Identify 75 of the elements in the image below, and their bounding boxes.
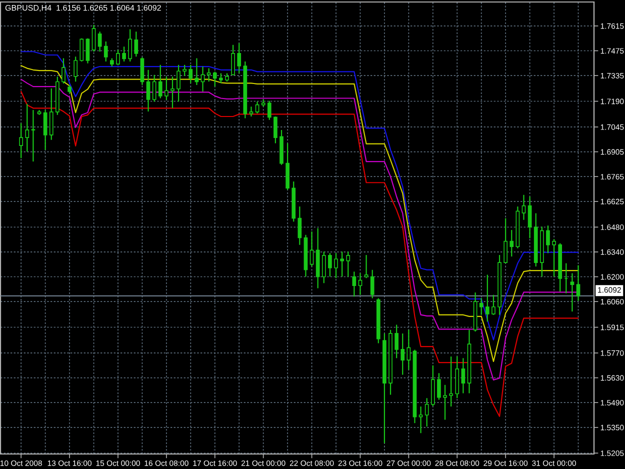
- candlestick: [164, 76, 168, 100]
- candlestick: [158, 64, 162, 99]
- candlestick: [292, 181, 296, 222]
- candlestick: [140, 56, 144, 86]
- candlestick: [570, 272, 574, 312]
- candlestick: [176, 64, 180, 102]
- candlestick: [370, 269, 374, 299]
- candlestick: [19, 122, 24, 159]
- candlestick: [122, 46, 126, 62]
- candlestick: [322, 251, 326, 284]
- candlestick: [74, 56, 78, 82]
- candlestick: [237, 42, 242, 74]
- candlestick: [316, 228, 320, 289]
- candlestick: [412, 349, 417, 424]
- candlestick: [576, 264, 580, 302]
- candlestick: [394, 324, 399, 359]
- candlestick: [43, 109, 48, 150]
- candlestick: [286, 142, 290, 190]
- candlestick: [334, 252, 338, 279]
- candlestick: [461, 358, 466, 394]
- candlestick: [340, 251, 344, 278]
- candlestick: [92, 24, 96, 52]
- candlestick: [146, 69, 150, 112]
- candlestick: [540, 226, 544, 278]
- candlestick: [546, 224, 550, 254]
- candlestick: [528, 196, 532, 239]
- candlestick: [424, 398, 429, 428]
- candlestick: [152, 74, 156, 102]
- candlestick: [382, 332, 386, 444]
- candlestick: [552, 238, 556, 278]
- candlestick: [473, 292, 478, 332]
- candlestick: [134, 31, 138, 58]
- candlestick: [558, 242, 562, 292]
- candlestick: [534, 212, 538, 268]
- candlestick: [298, 206, 302, 246]
- candlestick: [170, 76, 174, 109]
- candlestick: [498, 254, 502, 316]
- candlestick: [358, 272, 362, 296]
- candlestick: [188, 64, 193, 84]
- candlestick: [388, 329, 392, 396]
- candlestick: [504, 218, 508, 263]
- candlestick: [430, 364, 435, 407]
- candlestick: [479, 297, 484, 316]
- candlestick: [346, 251, 350, 278]
- candlestick: [212, 71, 217, 88]
- candlestick: [510, 229, 514, 258]
- candlestick: [255, 101, 260, 114]
- candlestick: [304, 234, 308, 278]
- candlestick: [328, 252, 332, 278]
- candlestick: [485, 274, 490, 322]
- candlestick: [49, 88, 54, 140]
- candlestick: [449, 356, 454, 408]
- candlestick: [492, 294, 496, 316]
- candlestick: [418, 406, 423, 434]
- candlestick: [443, 384, 447, 420]
- candlestick: [104, 40, 108, 62]
- candlestick: [37, 109, 42, 116]
- candlestick: [25, 103, 30, 152]
- candlestick: [364, 254, 368, 279]
- candlestick: [406, 329, 411, 370]
- candlestick: [182, 64, 187, 76]
- candlestick: [467, 329, 472, 394]
- candlestick: [31, 109, 36, 162]
- candlestick: [455, 356, 460, 399]
- candlestick: [86, 38, 90, 64]
- candlestick: [352, 271, 356, 298]
- candlestick: [243, 61, 248, 119]
- candlestick: [206, 68, 211, 82]
- chart-title: GBPUSD,H4 1.6156 1.6265 1.6064 1.6092: [5, 4, 161, 12]
- candlestick: [128, 28, 132, 62]
- candlestick: [310, 230, 314, 268]
- candlestick: [400, 332, 405, 376]
- candlestick: [62, 58, 66, 84]
- candlestick: [522, 194, 526, 220]
- candlestick: [249, 106, 254, 118]
